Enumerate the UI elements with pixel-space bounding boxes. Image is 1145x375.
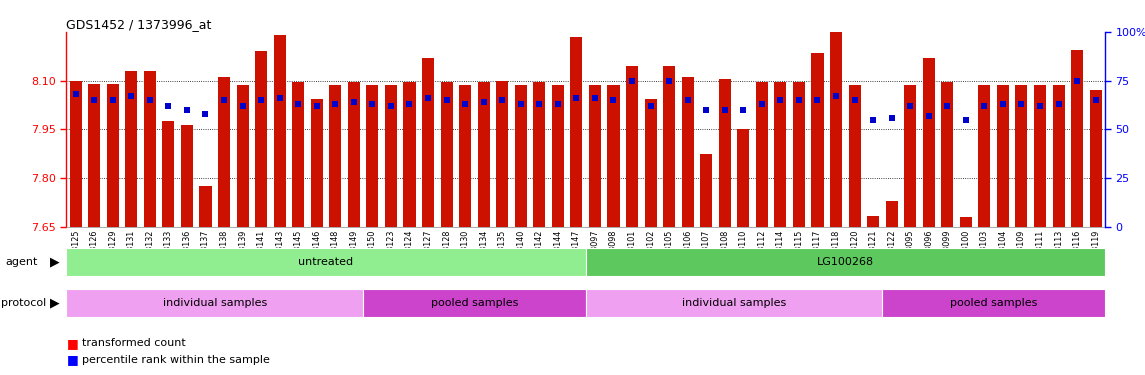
- Bar: [66, 289, 363, 317]
- Bar: [1052, 86, 1065, 227]
- Bar: [199, 186, 212, 227]
- Bar: [585, 248, 1105, 276]
- Bar: [626, 66, 638, 227]
- Bar: [719, 79, 731, 227]
- Text: ▶: ▶: [50, 255, 60, 268]
- Bar: [756, 82, 768, 227]
- Bar: [552, 86, 563, 227]
- Bar: [144, 71, 156, 227]
- Text: LG100268: LG100268: [816, 256, 874, 267]
- Bar: [997, 86, 1009, 227]
- Text: ■: ■: [66, 337, 78, 350]
- Text: pooled samples: pooled samples: [950, 298, 1037, 308]
- Bar: [348, 82, 360, 227]
- Text: ■: ■: [66, 354, 78, 366]
- Text: protocol: protocol: [1, 298, 47, 308]
- Bar: [830, 32, 842, 227]
- Bar: [70, 81, 81, 227]
- Bar: [515, 86, 527, 227]
- Bar: [883, 289, 1105, 317]
- Bar: [237, 86, 248, 227]
- Bar: [941, 82, 954, 227]
- Bar: [960, 217, 972, 227]
- Bar: [274, 35, 286, 227]
- Bar: [534, 82, 545, 227]
- Bar: [585, 289, 883, 317]
- Bar: [737, 129, 749, 227]
- Text: individual samples: individual samples: [682, 298, 787, 308]
- Bar: [163, 121, 174, 227]
- Bar: [403, 82, 416, 227]
- Bar: [1071, 50, 1083, 227]
- Text: pooled samples: pooled samples: [431, 298, 518, 308]
- Bar: [978, 86, 990, 227]
- Text: ▶: ▶: [50, 296, 60, 309]
- Bar: [923, 58, 934, 227]
- Bar: [867, 216, 879, 227]
- Bar: [125, 71, 137, 227]
- Bar: [701, 154, 712, 227]
- Bar: [1016, 86, 1027, 227]
- Bar: [774, 82, 787, 227]
- Bar: [423, 58, 434, 227]
- Bar: [570, 37, 583, 227]
- Bar: [385, 86, 397, 227]
- Bar: [106, 84, 119, 227]
- Bar: [366, 86, 379, 227]
- Bar: [66, 248, 585, 276]
- Bar: [496, 81, 508, 227]
- Bar: [792, 82, 805, 227]
- Bar: [905, 86, 916, 227]
- Bar: [681, 77, 694, 227]
- Bar: [848, 86, 861, 227]
- Text: GDS1452 / 1373996_at: GDS1452 / 1373996_at: [66, 18, 212, 31]
- Text: individual samples: individual samples: [163, 298, 267, 308]
- Bar: [363, 289, 585, 317]
- Bar: [330, 86, 341, 227]
- Bar: [310, 99, 323, 227]
- Bar: [88, 84, 101, 227]
- Bar: [645, 99, 656, 227]
- Bar: [663, 66, 676, 227]
- Bar: [181, 124, 194, 227]
- Bar: [459, 86, 471, 227]
- Bar: [589, 86, 601, 227]
- Bar: [218, 77, 230, 227]
- Text: untreated: untreated: [299, 256, 354, 267]
- Text: percentile rank within the sample: percentile rank within the sample: [82, 355, 270, 365]
- Bar: [292, 82, 305, 227]
- Bar: [608, 86, 619, 227]
- Text: agent: agent: [6, 256, 38, 267]
- Bar: [1034, 86, 1047, 227]
- Bar: [477, 82, 490, 227]
- Bar: [885, 201, 898, 227]
- Bar: [812, 53, 823, 227]
- Text: transformed count: transformed count: [82, 338, 187, 348]
- Bar: [441, 82, 452, 227]
- Bar: [255, 51, 267, 227]
- Bar: [1090, 90, 1101, 227]
